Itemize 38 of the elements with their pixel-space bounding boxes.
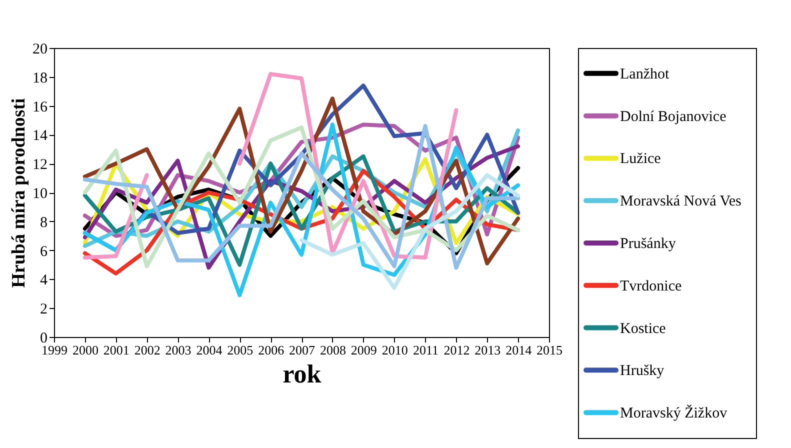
- legend-label: Prušánky: [620, 236, 676, 252]
- x-tick-label: 2004: [196, 342, 223, 358]
- x-tick-label: 2014: [506, 342, 532, 358]
- x-tick-label: 2001: [103, 342, 130, 358]
- y-tick-label: 12: [32, 157, 48, 174]
- x-axis-title: rok: [282, 360, 322, 388]
- legend-label: Lanžhot: [620, 66, 670, 82]
- x-tick-label: 2013: [474, 342, 501, 358]
- y-tick-label: 6: [40, 244, 48, 260]
- legend-label: Lužice: [620, 151, 662, 168]
- x-tick-label: 2008: [320, 342, 346, 358]
- legend-label: Kostice: [620, 320, 666, 337]
- x-tick-label: 2015: [536, 342, 562, 358]
- x-tick-label: 2006: [258, 342, 285, 358]
- x-tick-label: 2012: [444, 342, 470, 358]
- y-tick-label: 16: [32, 99, 48, 116]
- x-tick-label: 2000: [72, 342, 98, 358]
- x-tick-label: 2011: [412, 342, 439, 358]
- y-tick-label: 14: [32, 128, 48, 144]
- legend-label: Moravský Žižkov: [620, 404, 728, 422]
- legend-label: Tvrdonice: [620, 278, 682, 294]
- line-series: [300, 173, 520, 290]
- y-tick-label: 18: [32, 70, 48, 86]
- y-tick-label: 4: [40, 272, 48, 289]
- x-tick-label: 2007: [289, 342, 316, 358]
- x-tick-label: 2010: [382, 342, 408, 358]
- y-tick-label: 2: [40, 302, 48, 318]
- legend-label: Moravská Nová Ves: [620, 194, 742, 210]
- y-tick-label: 10: [32, 186, 48, 202]
- x-tick-label: 2002: [134, 342, 160, 358]
- y-tick-label: 8: [40, 214, 48, 231]
- legend-label: Hrušky: [620, 363, 665, 380]
- y-axis-title: Hrubá míra porodnosti: [8, 98, 30, 288]
- y-tick-label: 20: [32, 42, 48, 58]
- x-tick-label: 2009: [350, 342, 377, 358]
- legend-label: Dolní Bojanovice: [620, 108, 727, 125]
- x-tick-label: 2003: [165, 342, 192, 358]
- x-tick-label: 2005: [227, 342, 254, 358]
